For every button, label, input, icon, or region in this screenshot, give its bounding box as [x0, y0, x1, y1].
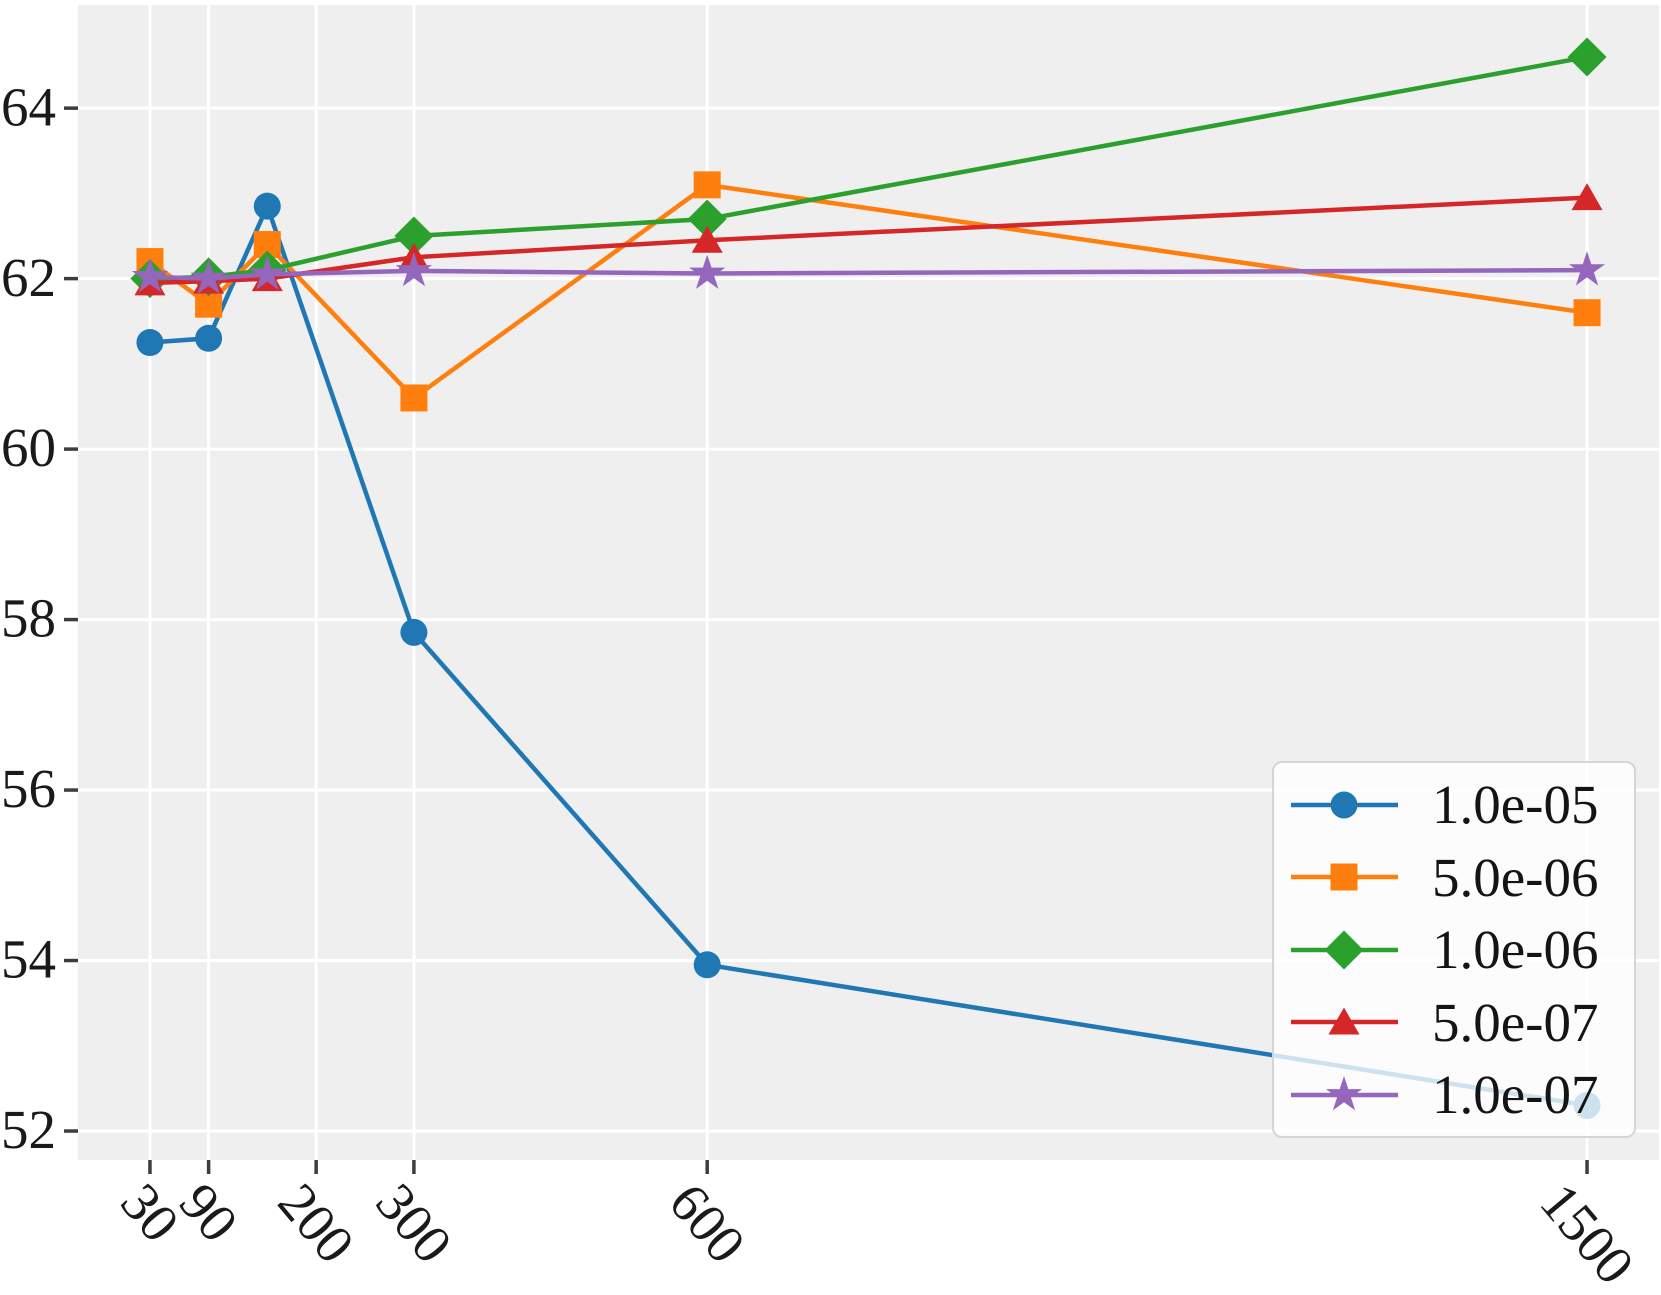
y-tick-label: 64 — [1, 76, 56, 137]
legend: 1.0e-05 5.0e-06 1.0e-06 5.0e-07 1.0e-07 — [1272, 761, 1636, 1138]
legend-label: 1.0e-06 — [1432, 919, 1599, 980]
tick-marks — [64, 106, 1589, 1174]
data-point-star — [689, 254, 726, 289]
x-tick-label: 200 — [267, 1172, 367, 1274]
legend-item: 5.0e-07 — [1288, 987, 1634, 1057]
x-tick-label: 300 — [364, 1172, 464, 1274]
data-point-circle — [253, 192, 281, 220]
data-point-diamond — [394, 216, 434, 256]
gridlines — [78, 5, 1659, 1160]
data-point-square — [400, 384, 428, 412]
data-point-star — [1325, 1075, 1363, 1110]
y-tick-label: 62 — [1, 247, 56, 308]
y-tick-label: 52 — [1, 1099, 56, 1160]
x-tick-label: 90 — [168, 1172, 250, 1253]
y-tick-label: 54 — [1, 929, 56, 990]
data-point-star — [1569, 251, 1606, 286]
legend-marker-star — [1291, 1075, 1398, 1110]
data-point-circle — [400, 618, 428, 646]
series-1.0e-05 — [136, 192, 1601, 1119]
data-point-star — [249, 255, 286, 290]
legend-item: 1.0e-05 — [1288, 770, 1634, 840]
series-line — [147, 195, 1590, 286]
data-point-circle — [1330, 791, 1358, 818]
data-point-square — [693, 171, 721, 199]
data-point-diamond — [687, 199, 727, 239]
legend-label: 1.0e-05 — [1432, 774, 1599, 835]
legend-marker-circle — [1291, 791, 1398, 818]
data-point-square — [1573, 299, 1601, 327]
data-point-square — [1330, 863, 1358, 891]
data-point-star — [190, 259, 227, 294]
y-tick-labels: 52 54 56 58 60 62 64 — [1, 76, 56, 1160]
data-point-triangle — [1328, 1007, 1360, 1035]
data-point-triangle — [1571, 183, 1603, 211]
legend-marker-diamond — [1291, 930, 1398, 969]
series-1.0e-07 — [131, 251, 1606, 294]
data-point-circle — [693, 951, 721, 979]
x-tick-label: 1500 — [1529, 1172, 1646, 1295]
y-tick-label: 60 — [1, 417, 56, 478]
data-point-star — [395, 251, 432, 287]
legend-item: 1.0e-06 — [1288, 915, 1634, 985]
data-point-diamond — [1567, 37, 1607, 77]
legend-label: 5.0e-06 — [1432, 846, 1599, 908]
legend-item: 1.0e-07 — [1288, 1060, 1634, 1130]
legend-marker-triangle — [1291, 1007, 1398, 1035]
data-point-star — [131, 257, 168, 293]
x-tick-label: 600 — [658, 1172, 758, 1274]
data-point-circle — [195, 324, 223, 352]
legend-label: 1.0e-07 — [1432, 1064, 1599, 1125]
data-point-diamond — [1324, 930, 1364, 969]
data-point-circle — [136, 329, 164, 357]
legend-marker-square — [1291, 863, 1398, 891]
legend-label: 5.0e-07 — [1432, 991, 1599, 1053]
y-tick-label: 58 — [1, 588, 56, 649]
y-tick-label: 56 — [1, 758, 56, 819]
legend-item: 5.0e-06 — [1288, 842, 1634, 912]
data-point-triangle — [691, 225, 723, 253]
